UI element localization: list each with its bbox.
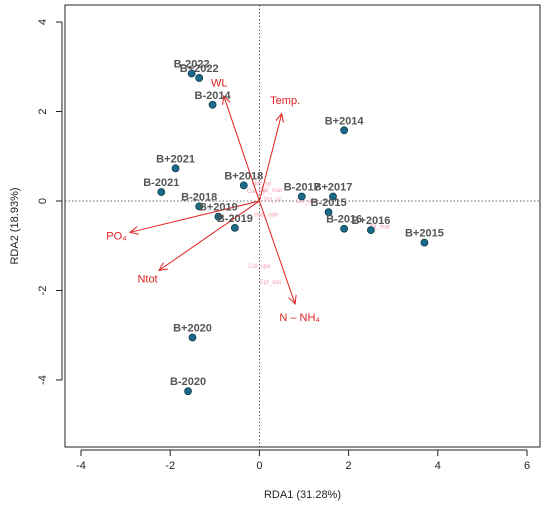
arrow-head xyxy=(222,94,231,105)
x-tick-label: 0 xyxy=(256,460,262,472)
y-tick-label: 4 xyxy=(37,19,49,25)
site-label: B-2021 xyxy=(143,177,179,189)
site-point xyxy=(187,69,196,78)
y-tick-label: 0 xyxy=(37,198,49,204)
x-tick-label: 6 xyxy=(524,460,530,472)
site-point xyxy=(420,238,429,247)
site-label: B+2018 xyxy=(224,170,263,182)
arrow-shaft xyxy=(129,200,260,233)
species-label: Pli_mar xyxy=(370,225,390,231)
y-tick-label: 2 xyxy=(37,108,49,114)
arrow-label: N – NH₄ xyxy=(279,312,320,324)
site-label: B+2014 xyxy=(325,115,365,127)
site-label: B-2016 xyxy=(326,214,362,226)
arrow-head xyxy=(158,262,169,272)
x-tick-label: 2 xyxy=(346,460,352,472)
site-label: B-2022 xyxy=(174,58,210,70)
site-label: B-2017 xyxy=(284,182,320,194)
site-label: B+2020 xyxy=(173,322,212,334)
x-axis-label: RDA1 (31.28%) xyxy=(264,489,341,501)
species-label: Ept_wlo xyxy=(260,280,282,286)
site-label: B-2018 xyxy=(181,191,217,203)
species-label: Cor_mar xyxy=(259,188,282,194)
site-point xyxy=(157,188,166,196)
x-tick-label: -2 xyxy=(165,460,175,472)
arrow-head xyxy=(128,226,139,235)
reference-lines xyxy=(65,5,540,447)
arrow-label: Temp. xyxy=(270,95,300,107)
arrow-shaft xyxy=(223,95,260,202)
site-label: B+2017 xyxy=(314,182,353,194)
arrow-label: PO₄ xyxy=(106,231,127,243)
arrow-label: Ntot xyxy=(137,273,157,285)
environment-arrows: WL Temp. PO₄ Ntot N – NH₄ xyxy=(106,78,320,325)
axes: -4 -2 0 2 4 6 -4 -2 0 2 4 xyxy=(37,19,530,472)
y-axis-label: RDA2 (18.93%) xyxy=(9,187,21,264)
site-label: B-2019 xyxy=(217,213,253,225)
arrow-head xyxy=(288,294,297,306)
y-tick-label: -2 xyxy=(37,286,49,296)
arrow-shaft xyxy=(258,113,283,202)
species-label: Ndr_sp xyxy=(252,181,272,187)
site-point xyxy=(324,208,333,217)
species-label: Cla_hyr xyxy=(247,189,268,195)
plot-frame xyxy=(64,4,541,448)
site-point xyxy=(171,164,180,173)
site-label: B+2021 xyxy=(156,153,195,165)
species-label: Vol_sp xyxy=(264,197,283,203)
site-point xyxy=(329,192,337,201)
site-label: B+2019 xyxy=(199,202,238,214)
species-label: Col_spe xyxy=(248,264,271,270)
site-label: B+2016 xyxy=(351,215,390,227)
site-label: B-2014 xyxy=(195,90,232,102)
site-point xyxy=(230,223,239,232)
x-tick-label: 4 xyxy=(435,460,441,472)
species-label: Col_ahr xyxy=(296,199,317,205)
site-points: B-2022B+2022B-2014B+2014B+2021B-2021B-20… xyxy=(143,58,444,396)
site-point xyxy=(195,202,204,211)
site-point xyxy=(188,333,197,342)
site-label: B-2020 xyxy=(170,376,206,388)
arrow-label: WL xyxy=(211,78,228,90)
site-label: B+2015 xyxy=(405,228,444,240)
site-point xyxy=(239,181,248,190)
species-labels: Col_spe Ept_wlo Pli_mar Ndr_spCor_marCla_hy… xyxy=(247,181,390,285)
site-point xyxy=(340,126,349,135)
x-tick-label: -4 xyxy=(76,460,86,472)
site-label: B-2015 xyxy=(310,197,346,209)
y-tick-label: -4 xyxy=(37,375,49,385)
arrow-shaft xyxy=(158,200,260,271)
site-point xyxy=(208,100,217,109)
site-point xyxy=(297,192,306,201)
plot-border xyxy=(64,4,541,448)
site-point xyxy=(184,387,192,396)
site-point xyxy=(366,226,375,234)
site-point xyxy=(214,212,223,221)
site-label: B+2022 xyxy=(180,63,219,75)
site-point xyxy=(340,224,349,233)
species-label: Hyd_oph xyxy=(254,213,278,219)
arrow-shaft xyxy=(258,200,296,305)
site-point xyxy=(195,74,204,82)
arrow-head xyxy=(275,112,284,123)
